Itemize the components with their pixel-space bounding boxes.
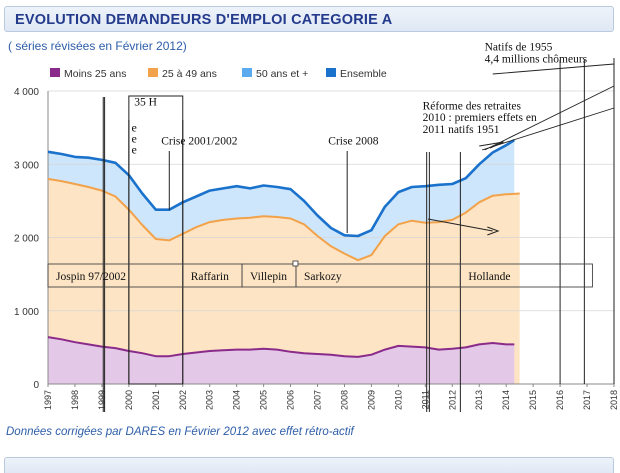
- x-tick-label: 2004: [232, 390, 242, 410]
- footnote: Données corrigées par DARES en Février 2…: [6, 426, 354, 438]
- series-ensemble-line: [47, 138, 515, 238]
- x-tick-label: 2015: [528, 390, 538, 410]
- annotation-text: 35 H: [134, 97, 157, 109]
- period-marker: [292, 260, 299, 267]
- x-tick-label: 2017: [582, 390, 592, 410]
- period-label: Jospin 97/2002: [56, 271, 126, 283]
- x-tick-label: 2010: [393, 390, 403, 410]
- period-label: Raffarin: [191, 271, 229, 283]
- x-tick-label: 2011: [420, 390, 430, 409]
- y-tick-label: 3 000: [14, 160, 39, 171]
- legend-label: Moins 25 ans: [64, 68, 126, 80]
- legend-label: Ensemble: [340, 68, 387, 80]
- annotation-text: 4,4 millions chômeurs: [485, 53, 588, 65]
- legend-swatch: [50, 68, 60, 77]
- annotation-text: 2010 : premiers effets en: [423, 112, 537, 124]
- box-35h: [128, 95, 184, 385]
- annotation-text: e: [132, 120, 137, 134]
- y-tick-label: 0: [33, 380, 39, 391]
- x-tick-label: 2006: [286, 390, 296, 410]
- x-tick-label: 2014: [501, 390, 511, 410]
- y-tick-label: 1 000: [14, 307, 39, 318]
- period-label: Sarkozy: [304, 271, 342, 283]
- x-tick-label: 2013: [474, 390, 484, 410]
- natifs-arrow-head: [479, 141, 504, 149]
- header-bar: EVOLUTION DEMANDEURS D'EMPLOI CATEGORIE …: [4, 6, 614, 32]
- legend-swatch: [326, 68, 336, 77]
- annotation-text: 2011 natifs 1951: [423, 124, 500, 136]
- annotation-text: Crise 2008: [328, 135, 378, 147]
- area-25-49: [48, 178, 520, 384]
- annotation-text: e: [132, 142, 137, 156]
- period-label: Hollande: [468, 271, 510, 283]
- annotation-text: Natifs de 1955: [485, 42, 553, 54]
- x-tick-label: 1997: [43, 390, 53, 410]
- natifs-line-3: [492, 63, 615, 75]
- y-tick-label: 2 000: [14, 234, 39, 245]
- x-tick-label: 2018: [609, 390, 619, 410]
- y-tick-label: 4 000: [14, 87, 39, 98]
- x-tick-label: 2016: [555, 390, 565, 410]
- reform-arrow: [427, 218, 493, 232]
- x-tick-label: 1999: [97, 390, 107, 410]
- series-moins-25-line: [47, 336, 515, 358]
- x-tick-label: 2003: [205, 390, 215, 410]
- legend-swatch: [148, 68, 158, 77]
- legend-swatch: [242, 68, 252, 77]
- period-box: [459, 263, 593, 288]
- annotation-text: e: [132, 131, 137, 145]
- reform-arrow-head: [487, 226, 500, 236]
- x-tick-label: 2012: [447, 390, 457, 410]
- legend-label: 50 ans et +: [256, 68, 308, 80]
- footer-bar: [4, 457, 614, 473]
- x-tick-label: 2000: [124, 390, 134, 410]
- annotation-text: Crise 2001/2002: [161, 135, 238, 147]
- area-moins-25: [48, 337, 515, 384]
- x-tick-label: 2001: [151, 390, 161, 410]
- chart-subtitle: ( séries révisées en Février 2012): [8, 39, 187, 53]
- x-tick-label: 2007: [313, 390, 323, 410]
- x-tick-label: 2009: [366, 390, 376, 410]
- x-tick-label: 2002: [178, 390, 188, 410]
- x-tick-label: 2008: [339, 390, 349, 410]
- x-tick-label: 1998: [70, 390, 80, 410]
- period-label: Villepin: [250, 271, 287, 283]
- page-title: EVOLUTION DEMANDEURS D'EMPLOI CATEGORIE …: [15, 12, 393, 28]
- annotation-text: Réforme des retraites: [423, 100, 522, 112]
- x-tick-label: 2005: [259, 390, 269, 410]
- natifs-line-1: [481, 107, 615, 151]
- legend-label: 25 à 49 ans: [162, 68, 217, 80]
- natifs-line-2: [484, 85, 615, 151]
